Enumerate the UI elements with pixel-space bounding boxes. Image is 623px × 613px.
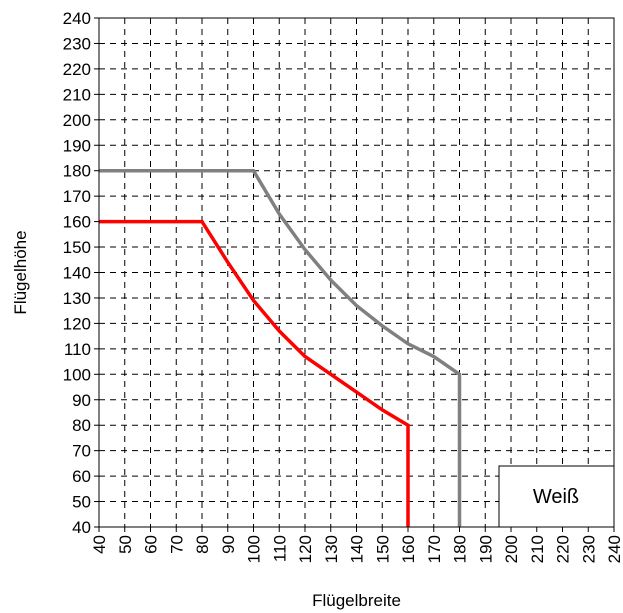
y-axis-title: Flügelhöhe [11,230,30,314]
legend-label: Weiß [533,486,579,508]
x-tick-label: 160 [399,535,418,563]
x-tick-label: 180 [451,535,470,563]
y-tick-label: 70 [72,442,91,461]
x-tick-label: 120 [296,535,315,563]
series-lines [99,168,462,527]
gridlines [99,18,614,527]
y-tick-label: 50 [72,493,91,512]
series-line-2 [99,219,410,527]
x-tick-label: 150 [373,535,392,563]
y-tick-label: 40 [72,518,91,537]
x-tick-label: 240 [605,535,623,563]
y-tick-label: 100 [63,365,91,384]
y-tick-label: 200 [63,111,91,130]
y-tick-label: 140 [63,264,91,283]
x-tick-label: 70 [167,535,186,554]
y-tick-label: 220 [63,60,91,79]
y-tick-label: 60 [72,467,91,486]
legend-box: Weiß [498,465,615,528]
y-tick-label: 190 [63,136,91,155]
y-tick-label: 230 [63,34,91,53]
y-tick-label: 210 [63,85,91,104]
y-tick-label: 240 [63,9,91,28]
y-tick-label: 130 [63,289,91,308]
y-tick-label: 120 [63,314,91,333]
x-tick-label: 210 [528,535,547,563]
x-tick-label: 200 [502,535,521,563]
y-tick-label: 110 [64,340,91,359]
x-tick-label: 50 [116,535,135,554]
x-tick-label: 60 [142,535,161,554]
x-tick-label: 220 [554,535,573,563]
x-tick-labels: 40 50 60 70 80 90 100 110 120 130 140 150 160 170 180 1… [90,535,623,563]
x-tick-label: 190 [476,535,495,563]
x-tick-label: 100 [245,535,264,563]
x-tick-label: 170 [425,535,444,563]
y-tick-label: 180 [63,162,91,181]
y-tick-label: 160 [63,213,91,232]
legend-frame [498,465,615,528]
x-axis-title: Flügelbreite [312,591,401,610]
x-tick-label: 40 [90,535,109,554]
x-tick-label: 80 [193,535,212,554]
plot-frame [94,17,615,532]
y-tick-label: 90 [72,391,91,410]
y-tick-label: 170 [63,187,91,206]
series-line-1 [99,168,462,527]
y-tick-label: 80 [72,416,91,435]
x-tick-label: 90 [219,535,238,554]
x-tick-label: 130 [322,535,341,563]
y-tick-labels: 40 50 60 70 80 90 100 110 120 130 140 150 160 170 180 1… [63,9,91,537]
y-tick-label: 150 [63,238,91,257]
x-tick-label: 140 [348,535,367,563]
x-tick-label: 230 [579,535,598,563]
x-tick-label: 110 [270,535,289,562]
